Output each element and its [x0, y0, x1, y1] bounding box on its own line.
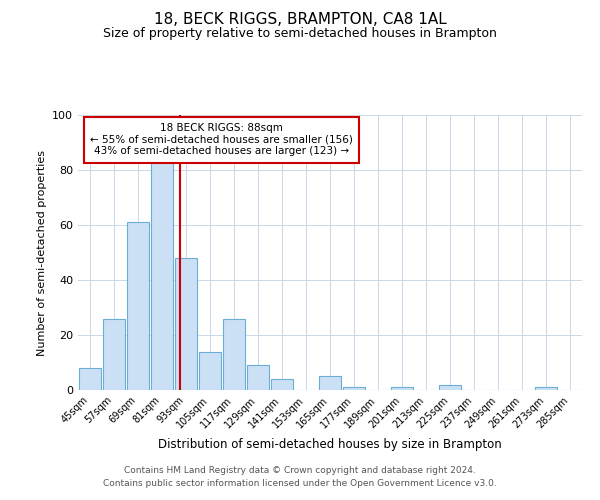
Bar	[319, 376, 341, 390]
Text: Size of property relative to semi-detached houses in Brampton: Size of property relative to semi-detach…	[103, 28, 497, 40]
Bar	[247, 365, 269, 390]
Bar	[343, 387, 365, 390]
Text: Contains HM Land Registry data © Crown copyright and database right 2024.
Contai: Contains HM Land Registry data © Crown c…	[103, 466, 497, 487]
X-axis label: Distribution of semi-detached houses by size in Brampton: Distribution of semi-detached houses by …	[158, 438, 502, 451]
Bar	[151, 159, 173, 390]
Bar	[535, 387, 557, 390]
Bar	[439, 384, 461, 390]
Bar	[79, 368, 101, 390]
Text: 18, BECK RIGGS, BRAMPTON, CA8 1AL: 18, BECK RIGGS, BRAMPTON, CA8 1AL	[154, 12, 446, 28]
Bar	[391, 387, 413, 390]
Bar	[199, 352, 221, 390]
Text: 18 BECK RIGGS: 88sqm
← 55% of semi-detached houses are smaller (156)
43% of semi: 18 BECK RIGGS: 88sqm ← 55% of semi-detac…	[90, 123, 353, 156]
Bar	[175, 258, 197, 390]
Bar	[127, 222, 149, 390]
Bar	[103, 318, 125, 390]
Y-axis label: Number of semi-detached properties: Number of semi-detached properties	[37, 150, 47, 356]
Bar	[223, 318, 245, 390]
Bar	[271, 379, 293, 390]
